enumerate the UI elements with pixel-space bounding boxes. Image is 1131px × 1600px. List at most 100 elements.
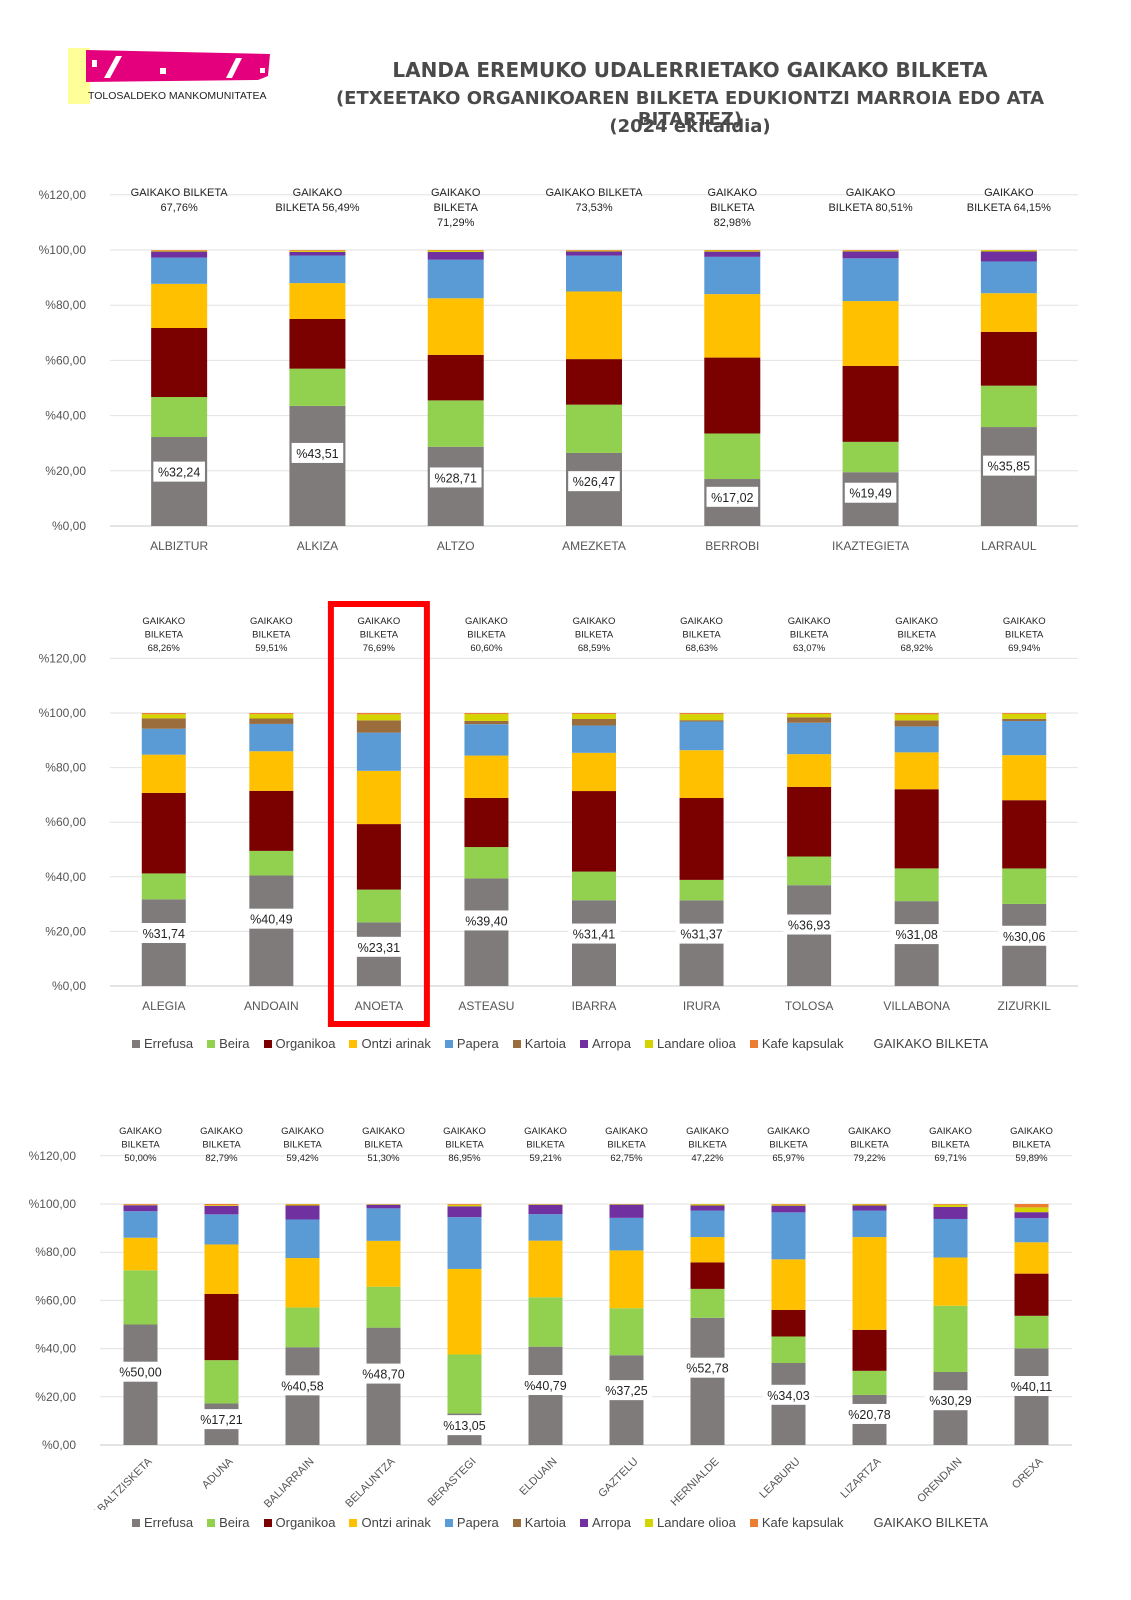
bar-segment-landare-olioa [141, 714, 186, 719]
gaikako-label: BILKETA [710, 202, 755, 214]
gaikako-label: 69,94% [1008, 643, 1041, 654]
y-tick-label: %20,00 [45, 924, 86, 938]
gaikako-label: BILKETA [364, 1140, 403, 1151]
legend-swatch [444, 1039, 453, 1048]
x-tick-label: IKAZTEGIETA [832, 539, 909, 553]
gaikako-label: 82,98% [714, 217, 752, 229]
bar-segment-papera [1014, 1218, 1049, 1243]
gaikako-label: 73,53% [575, 202, 613, 214]
bar-segment-arropa [447, 1206, 482, 1218]
errefusa-label: %36,93 [788, 919, 830, 933]
bar-segment-kafe-kapsulak [464, 713, 509, 715]
bar-segment-papera [141, 728, 186, 755]
bar-segment-beira [1002, 868, 1047, 904]
bar-segment-kafe-kapsulak [151, 250, 208, 251]
bar-segment-errefusa [464, 878, 509, 986]
bar-segment-landare-olioa [690, 1204, 725, 1206]
bar-segment-landare-olioa [980, 250, 1037, 252]
gaikako-label: BILKETA [682, 630, 721, 641]
gaikako-label: GAIKAKO [1010, 1126, 1053, 1137]
bar-segment-papera [464, 724, 509, 756]
x-tick-label: ANDOAIN [244, 999, 299, 1013]
bar-segment-papera [285, 1219, 320, 1259]
x-tick-label: ANOETA [355, 999, 403, 1013]
legend-swatch [207, 1518, 216, 1527]
legend-label: Ontzi arinak [361, 1036, 431, 1051]
errefusa-label: %28,71 [435, 471, 477, 485]
bar-segment-landare-olioa [1002, 713, 1047, 719]
bar-segment-papera [894, 726, 939, 753]
bar-segment-kafe-kapsulak [771, 1204, 806, 1205]
logo-mark-4 [226, 58, 242, 78]
gaikako-label: BILKETA [790, 630, 829, 641]
x-tick-label: LIZARTZA [839, 1455, 885, 1501]
bar-segment-arropa [366, 1204, 401, 1209]
bar-segment-errefusa [1014, 1348, 1049, 1445]
chart-panel-2: %0,00 %20,00 %40,00 %60,00 %80,00 %100,00 %120… [39, 601, 1078, 1027]
x-tick-label: VILLABONA [883, 999, 950, 1013]
bar-segment-landare-olioa [249, 714, 294, 719]
legend-item-arropa: Arropa [579, 1036, 631, 1051]
bar-segment-organikoa [572, 791, 616, 872]
bar-segment-ontzi-arinak [204, 1244, 239, 1294]
errefusa-label-box [998, 925, 1051, 946]
bar-segment-papera [356, 732, 401, 771]
errefusa-label-box [137, 923, 190, 944]
gaikako-label: 68,63% [685, 643, 718, 654]
x-tick-label: IBARRA [572, 999, 617, 1013]
bar-segment-ontzi-arinak [679, 750, 724, 798]
bar-segment-landare-olioa [842, 250, 899, 252]
gaikako-label: GAIKAKO [443, 1126, 486, 1137]
legend-swatch [749, 1039, 758, 1048]
gaikako-label: 69,71% [934, 1153, 967, 1164]
bar-segment-papera [690, 1210, 725, 1238]
bar-segment-arropa [852, 1205, 887, 1211]
bar-segment-kafe-kapsulak [447, 1204, 482, 1205]
y-tick-label: %40,00 [45, 409, 86, 423]
bar-segment-ontzi-arinak [447, 1268, 482, 1355]
y-tick-label: %60,00 [45, 353, 86, 367]
page-title: LANDA EREMUKO UDALERRIETAKO GAIKAKO BILK… [392, 58, 988, 82]
bar-segment-organikoa [356, 824, 401, 890]
legend-label: Organikoa [275, 1036, 336, 1051]
bar-segment-landare-olioa [1014, 1207, 1049, 1213]
bar-segment-landare-olioa [356, 714, 401, 721]
bar-segment-kafe-kapsulak [285, 1204, 320, 1205]
legend-item-gaikako-bilketa: GAIKAKO BILKETA [873, 1036, 988, 1051]
gaikako-label: BILKETA [897, 630, 936, 641]
gaikako-label: 51,30% [367, 1153, 400, 1164]
bar-segment-ontzi-arinak [787, 754, 832, 787]
bar-segment-beira [204, 1360, 239, 1404]
bar-segment-organikoa [842, 365, 899, 442]
legend-item-beira: Beira [207, 1036, 250, 1051]
legend-label: Beira [219, 1515, 250, 1530]
legend-label: Papera [456, 1036, 499, 1051]
errefusa-label: %13,05 [443, 1419, 485, 1433]
bar-segment-ontzi-arinak [842, 301, 899, 366]
gaikako-label: GAIKAKO [431, 187, 481, 199]
bar-segment-beira [356, 889, 401, 923]
bar-segment-ontzi-arinak [528, 1240, 563, 1298]
legend-item-papera: Papera [444, 1036, 499, 1051]
bar-segment-organikoa [204, 1293, 239, 1361]
errefusa-label: %30,06 [1003, 930, 1045, 944]
y-tick-label: %100,00 [29, 1197, 77, 1211]
bar-segment-arropa [980, 251, 1037, 262]
bar-segment-kafe-kapsulak [427, 250, 484, 251]
legend-label: GAIKAKO BILKETA [873, 1036, 989, 1051]
bar-segment-beira [894, 868, 939, 902]
y-tick-label: %40,00 [45, 870, 86, 884]
gaikako-label: BILKETA 64,15% [967, 202, 1051, 214]
errefusa-label-box [924, 1390, 977, 1411]
gaikako-label: 71,29% [437, 217, 475, 229]
gaikako-label: 50,00% [124, 1153, 157, 1164]
bar-segment-beira [151, 396, 208, 438]
gaikako-label: 68,26% [148, 643, 181, 654]
errefusa-label: %17,02 [711, 491, 753, 505]
errefusa-label-box [844, 482, 897, 503]
gaikako-label: 63,07% [793, 643, 826, 654]
legend-label: Kafe kapsulak [761, 1515, 844, 1530]
legend-item-papera: Papera [444, 1515, 499, 1530]
bar-segment-arropa [842, 251, 899, 259]
gaikako-label: GAIKAKO BILKETA [131, 187, 229, 199]
